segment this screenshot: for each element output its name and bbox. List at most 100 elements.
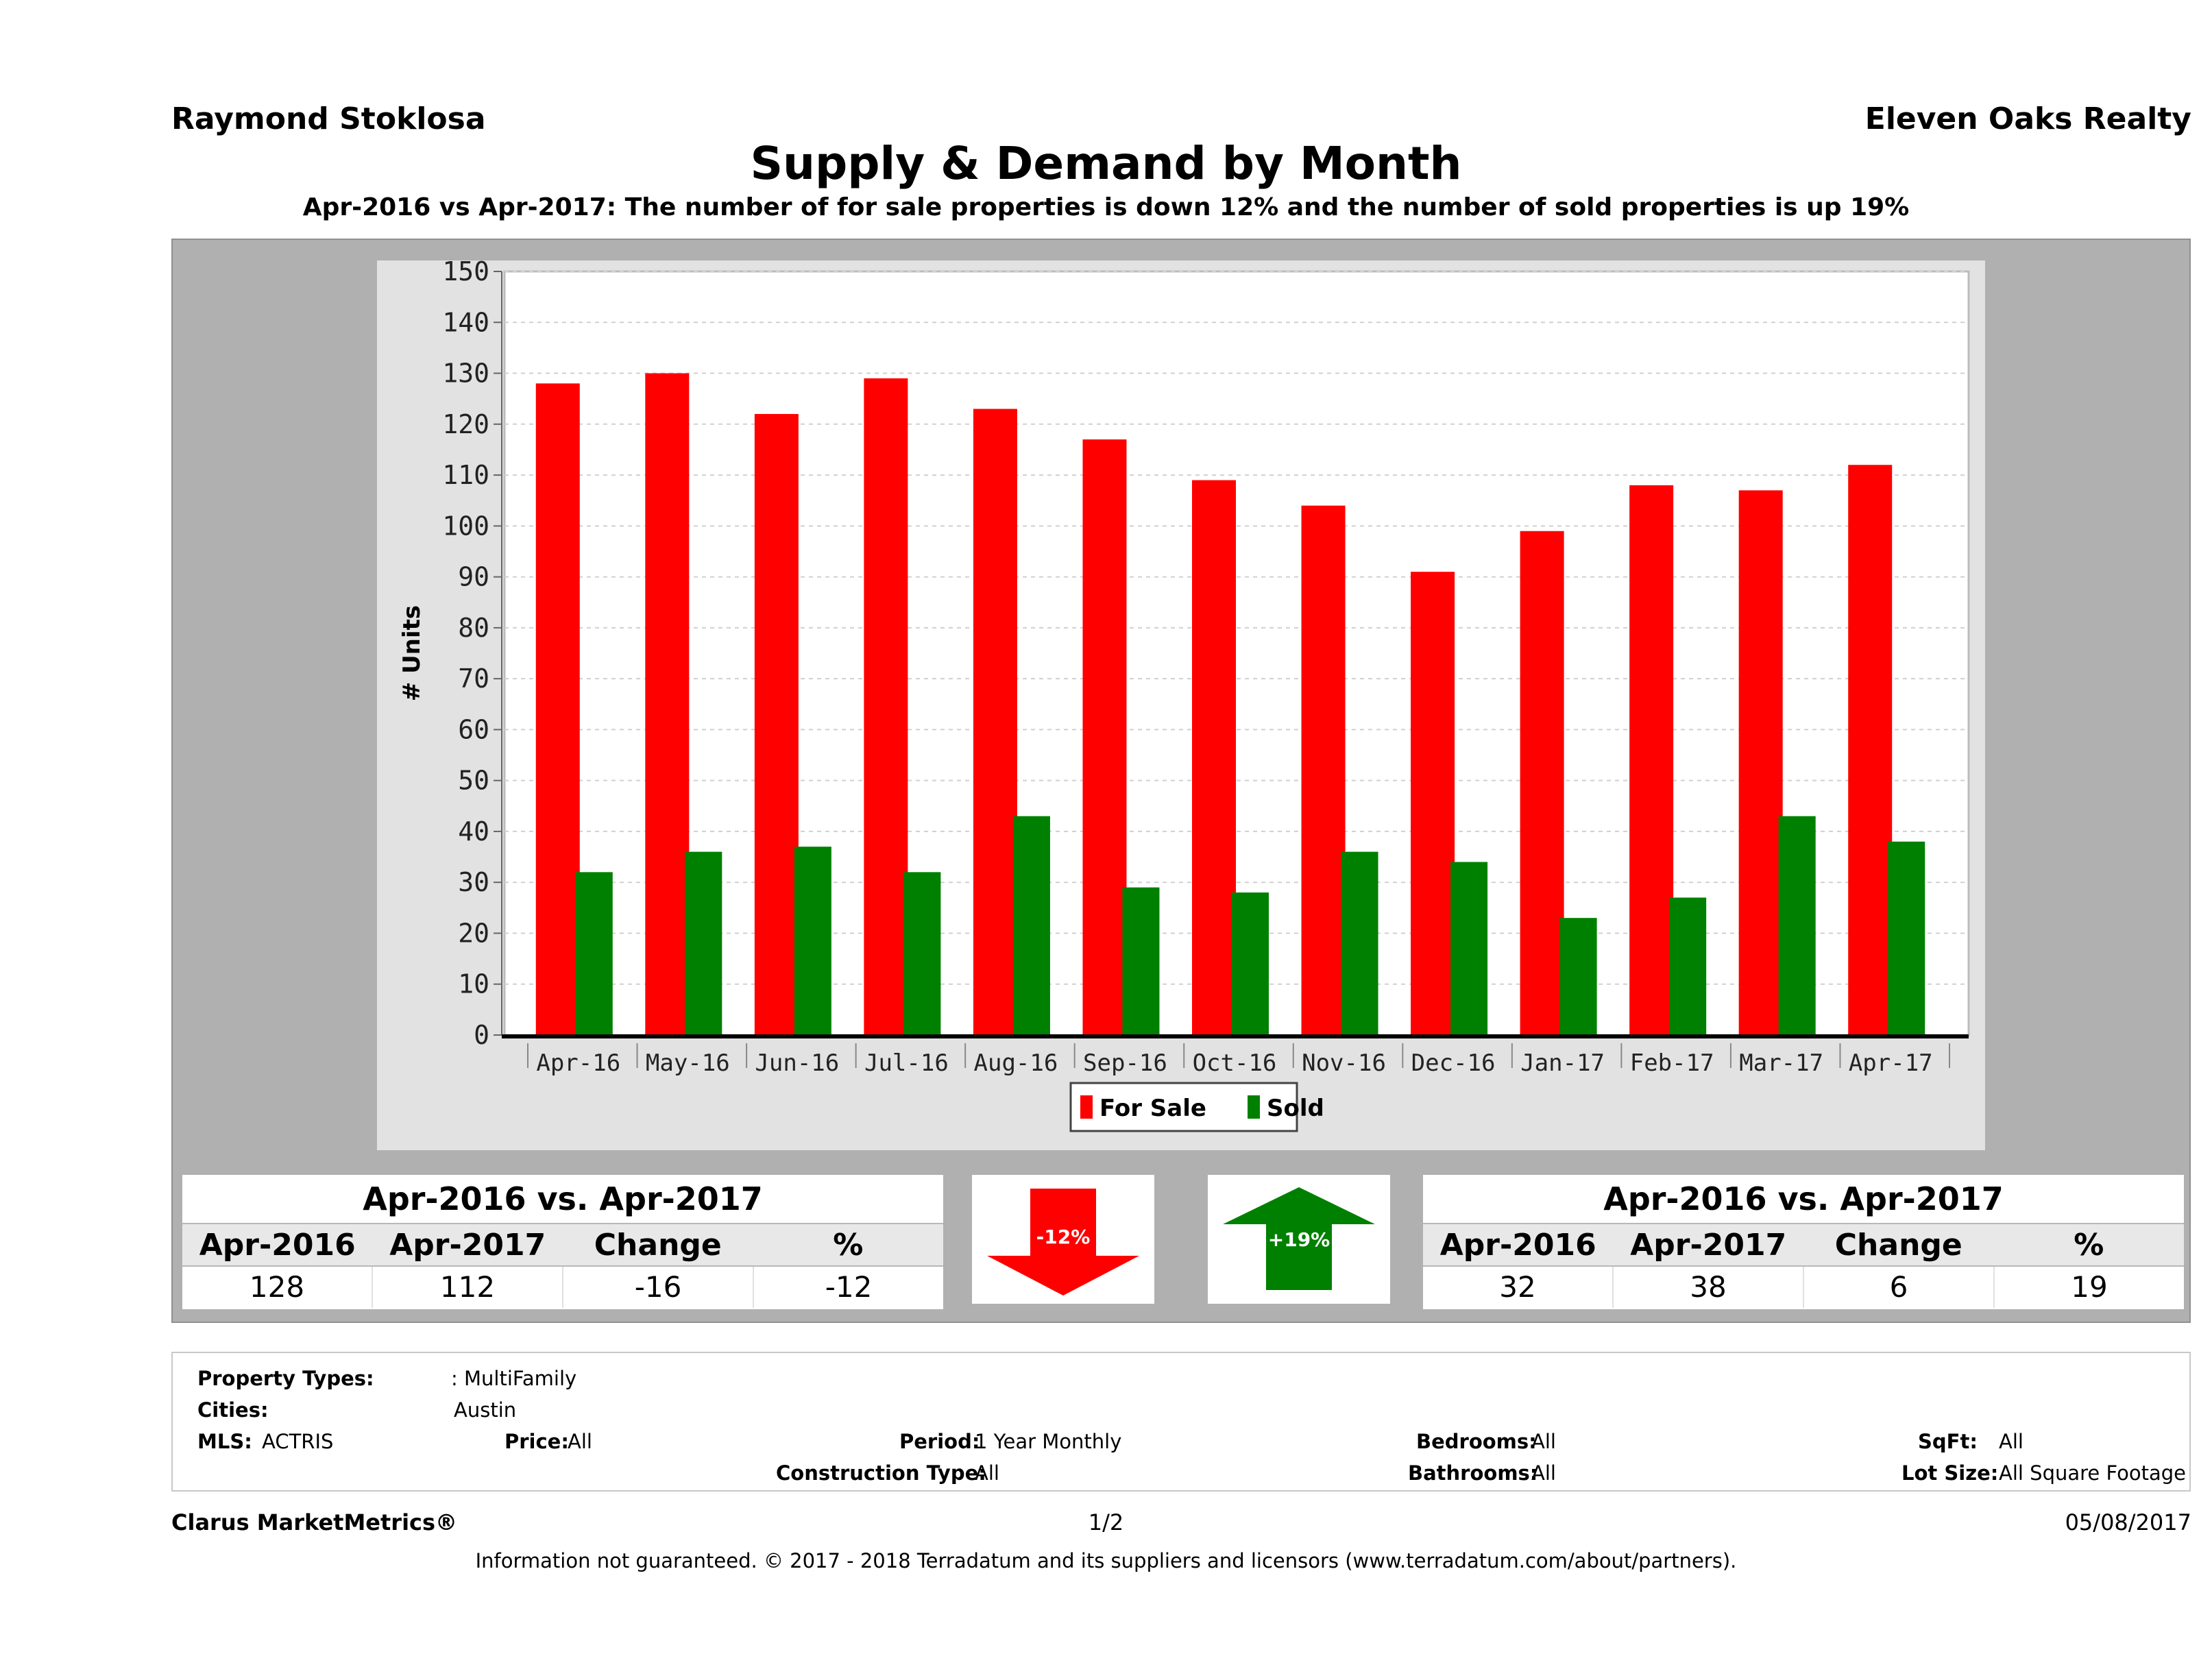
price-label: Price:: [505, 1430, 569, 1453]
sold-val-percent: 19: [2071, 1270, 2108, 1304]
bar-for-sale: [1738, 490, 1783, 1035]
bar-sold: [685, 851, 722, 1035]
bar-sold: [1888, 841, 1925, 1035]
cities-value: Austin: [454, 1398, 517, 1422]
sold-col-change: Change: [1834, 1228, 1962, 1263]
bathrooms-label: Bathrooms:: [1408, 1461, 1538, 1485]
bar-sold: [794, 847, 831, 1035]
for-sale-col-change: Change: [594, 1228, 722, 1263]
bar-sold: [1122, 887, 1160, 1035]
sold-stats-heading: Apr-2016 vs. Apr-2017: [1603, 1180, 2004, 1217]
x-tick-label: Mar-17: [1739, 1049, 1823, 1077]
company-name: Eleven Oaks Realty: [1864, 101, 2191, 136]
report-date: 05/08/2017: [2065, 1509, 2191, 1535]
x-tick-label: May-16: [646, 1049, 730, 1077]
period-label: Period:: [899, 1430, 980, 1453]
y-tick-label: 50: [458, 766, 489, 796]
x-tick-label: Apr-17: [1849, 1049, 1933, 1077]
for-sale-val-apr2017: 112: [373, 1267, 563, 1308]
sold-col-apr2017: Apr-2017: [1630, 1228, 1787, 1263]
lot-size-label: Lot Size:: [1901, 1461, 1999, 1485]
down-arrow-icon: -12%: [987, 1189, 1139, 1296]
x-tick-label: Apr-16: [536, 1049, 620, 1077]
sold-col-percent: %: [2074, 1228, 2104, 1263]
sqft-label: SqFt:: [1918, 1430, 1978, 1453]
report-title: Supply & Demand by Month: [750, 137, 1462, 190]
y-tick-label: 140: [442, 307, 489, 337]
bedrooms-label: Bedrooms:: [1416, 1430, 1537, 1453]
for-sale-stats-table: Apr-2016 vs. Apr-2017 Apr-2016 Apr-2017 …: [182, 1175, 943, 1309]
lot-size-value: All Square Footage: [1999, 1461, 2187, 1485]
bedrooms-value: All: [1531, 1430, 1556, 1453]
bar-sold: [1559, 918, 1597, 1035]
bar-sold: [1012, 816, 1050, 1035]
sold-change-badge: +19%: [1268, 1228, 1330, 1251]
bar-for-sale: [1411, 572, 1455, 1035]
mls-label: MLS:: [197, 1430, 252, 1453]
property-types-value: : MultiFamily: [451, 1367, 577, 1390]
legend-label: For Sale: [1099, 1095, 1206, 1122]
bar-sold: [1778, 816, 1816, 1035]
for-sale-change-badge: -12%: [1036, 1226, 1091, 1248]
mls-value: ACTRIS: [262, 1430, 334, 1453]
y-tick-label: 150: [442, 260, 489, 287]
y-tick-label: 100: [442, 511, 489, 541]
disclaimer: Information not guaranteed. © 2017 - 201…: [475, 1549, 1737, 1572]
legend-swatch: [1248, 1095, 1260, 1119]
x-tick-label: Aug-16: [974, 1049, 1058, 1077]
bar-for-sale: [1520, 531, 1564, 1035]
for-sale-change-indicator: -12%: [972, 1175, 1154, 1304]
bar-sold: [1669, 897, 1707, 1035]
for-sale-col-apr2017: Apr-2017: [389, 1228, 546, 1263]
x-tick-label: Jan-17: [1520, 1049, 1605, 1077]
bars: [535, 373, 1925, 1035]
x-tick-label: Oct-16: [1193, 1049, 1277, 1077]
legend: For Sale Sold: [1069, 1082, 1324, 1132]
bar-sold: [1232, 892, 1269, 1035]
sold-val-change: 6: [1804, 1267, 1995, 1308]
sold-col-apr2016: Apr-2016: [1439, 1228, 1596, 1263]
price-value: All: [568, 1430, 592, 1453]
legend-label: Sold: [1267, 1095, 1324, 1122]
y-tick-label: 10: [458, 969, 489, 999]
search-criteria-panel: Property Types: : MultiFamily Cities: Au…: [171, 1352, 2191, 1492]
bar-for-sale: [1848, 465, 1893, 1035]
cities-label: Cities:: [197, 1398, 269, 1422]
y-tick-label: 90: [458, 562, 489, 592]
footer-brand: Clarus MarketMetrics®: [171, 1509, 458, 1535]
period-value: 1 Year Monthly: [975, 1430, 1122, 1453]
bar-for-sale: [864, 378, 908, 1035]
bar-for-sale: [645, 373, 690, 1035]
y-tick-label: 80: [458, 613, 489, 643]
bar-sold: [575, 872, 613, 1035]
bar-chart: 0 10 20 30 40 50 60 70 80 90 100 110 120 130 140 150 Ap…: [398, 260, 1970, 1132]
bar-for-sale: [1629, 485, 1674, 1035]
bar-sold: [1450, 862, 1488, 1035]
property-types-label: Property Types:: [197, 1367, 374, 1390]
x-tick-label: Nov-16: [1302, 1049, 1386, 1077]
construction-value: All: [975, 1461, 999, 1485]
x-tick-label: Dec-16: [1411, 1049, 1496, 1077]
page-number: 1/2: [1088, 1509, 1124, 1535]
for-sale-col-apr2016: Apr-2016: [199, 1228, 356, 1263]
sqft-value: All: [1999, 1430, 2023, 1453]
construction-label: Construction Type:: [776, 1461, 986, 1485]
for-sale-val-percent: -12: [825, 1270, 873, 1304]
bathrooms-value: All: [1531, 1461, 1556, 1485]
sold-stats-table: Apr-2016 vs. Apr-2017 Apr-2016 Apr-2017 …: [1423, 1175, 2184, 1309]
report-subtitle: Apr-2016 vs Apr-2017: The number of for …: [302, 193, 1910, 221]
bar-for-sale: [1192, 480, 1236, 1035]
bar-for-sale: [535, 383, 580, 1035]
up-arrow-icon: +19%: [1223, 1187, 1375, 1290]
agent-name: Raymond Stoklosa: [171, 101, 486, 136]
y-tick-label: 60: [458, 714, 489, 744]
for-sale-val-apr2016: 128: [182, 1267, 373, 1308]
bar-sold: [903, 872, 941, 1035]
for-sale-stats-heading: Apr-2016 vs. Apr-2017: [363, 1180, 763, 1217]
for-sale-col-percent: %: [833, 1228, 864, 1263]
sold-val-apr2016: 32: [1423, 1267, 1614, 1308]
y-axis-label: # Units: [398, 605, 426, 701]
y-tick-label: 40: [458, 816, 489, 847]
y-tick-label: 30: [458, 867, 489, 897]
x-tick-label: Jun-16: [755, 1049, 839, 1077]
